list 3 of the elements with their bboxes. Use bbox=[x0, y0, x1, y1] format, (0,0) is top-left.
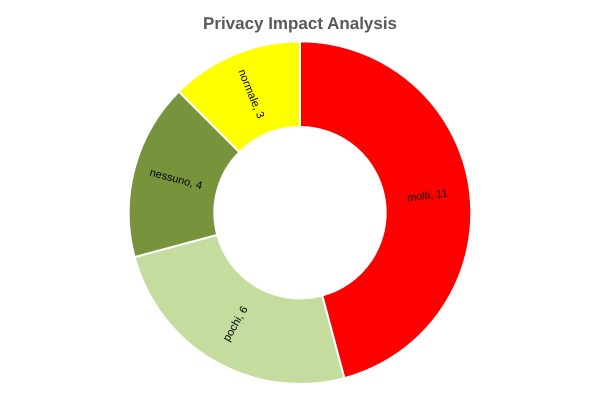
slice-label: nessuno, 4 bbox=[148, 166, 204, 192]
slice-label: molti, 11 bbox=[406, 187, 448, 205]
chart-title: Privacy Impact Analysis bbox=[202, 14, 398, 33]
